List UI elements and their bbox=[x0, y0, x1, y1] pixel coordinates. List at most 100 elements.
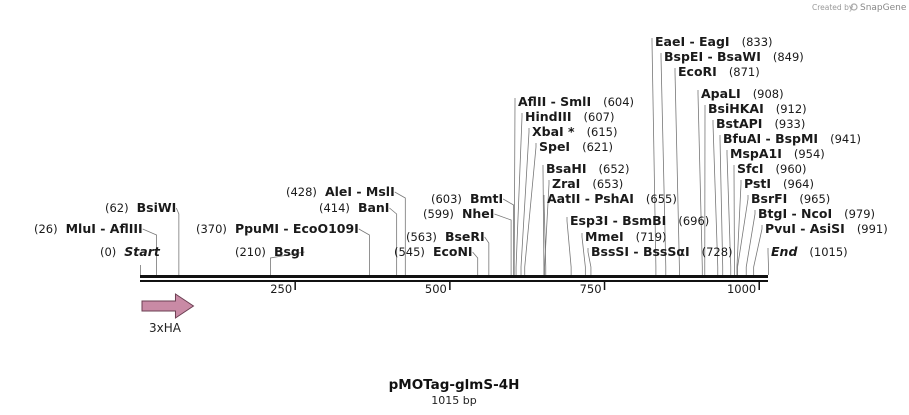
site-position: (0) bbox=[100, 245, 116, 259]
site-name: BssSI - BssSαI bbox=[591, 244, 690, 259]
site-position: (621) bbox=[582, 140, 613, 154]
site-position: (912) bbox=[776, 102, 807, 116]
site-label[interactable]: BsiHKAI (912) bbox=[708, 101, 807, 116]
site-name: AleI - MslI bbox=[325, 184, 395, 199]
site-label[interactable]: (26) MluI - AflIII bbox=[34, 221, 143, 236]
site-name: PstI bbox=[744, 176, 771, 191]
site-label[interactable]: HindIII (607) bbox=[525, 109, 614, 124]
site-leader-line bbox=[566, 217, 572, 275]
plasmid-length: 1015 bp bbox=[431, 394, 476, 407]
site-label[interactable]: (563) BseRI bbox=[406, 229, 485, 244]
site-name: BstAPI bbox=[716, 116, 762, 131]
site-label[interactable]: BfuAI - BspMI (941) bbox=[723, 131, 861, 146]
site-leader-line bbox=[712, 120, 719, 275]
site-label[interactable]: MmeI (719) bbox=[585, 229, 667, 244]
site-label[interactable]: EaeI - EagI (833) bbox=[655, 34, 773, 49]
site-label[interactable]: BtgI - NcoI (979) bbox=[758, 206, 875, 221]
site-name: EcoNI bbox=[433, 244, 473, 259]
site-position: (615) bbox=[587, 125, 618, 139]
site-name: NheI bbox=[462, 206, 495, 221]
site-position: (414) bbox=[319, 201, 350, 215]
site-name: ZraI bbox=[552, 176, 580, 191]
site-leader-line bbox=[542, 165, 545, 275]
site-name: BsgI bbox=[274, 244, 305, 259]
site-label[interactable]: (0) Start bbox=[100, 244, 161, 259]
site-name: MluI - AflIII bbox=[66, 221, 143, 236]
site-leaders bbox=[140, 38, 769, 275]
ruler-tick-label: 1000 bbox=[727, 282, 756, 296]
site-position: (719) bbox=[636, 230, 667, 244]
site-label[interactable]: AatII - PshAI (655) bbox=[547, 191, 677, 206]
site-name: BsiHKAI bbox=[708, 101, 764, 116]
site-position: (833) bbox=[742, 35, 773, 49]
site-leader-line bbox=[515, 113, 523, 275]
site-label[interactable]: (428) AleI - MslI bbox=[286, 184, 395, 199]
site-name: HindIII bbox=[525, 109, 572, 124]
site-label[interactable]: SpeI (621) bbox=[539, 139, 613, 154]
feature-arrow-3xha[interactable] bbox=[141, 293, 195, 319]
site-label[interactable]: Esp3I - BsmBI (696) bbox=[570, 213, 709, 228]
site-name: PpuMI - EcoO109I bbox=[235, 221, 359, 236]
site-leader-line bbox=[651, 38, 657, 275]
site-name: SfcI bbox=[737, 161, 764, 176]
site-label[interactable]: ApaLI (908) bbox=[701, 86, 784, 101]
credit-brand: SnapGene bbox=[860, 3, 907, 13]
site-name: Start bbox=[124, 244, 161, 259]
site-label[interactable]: XbaI * (615) bbox=[532, 124, 618, 139]
site-name: BsiWI bbox=[137, 200, 177, 215]
site-label[interactable]: BsrFI (965) bbox=[751, 191, 830, 206]
site-label[interactable]: BspEI - BsaWI (849) bbox=[664, 49, 804, 64]
site-label[interactable]: SfcI (960) bbox=[737, 161, 806, 176]
site-name: ApaLI bbox=[701, 86, 741, 101]
site-leader-line bbox=[389, 207, 398, 275]
site-name: MmeI bbox=[585, 229, 624, 244]
site-label[interactable]: (603) BmtI bbox=[431, 191, 503, 206]
site-label[interactable]: End (1015) bbox=[771, 244, 848, 259]
site-label[interactable]: (62) BsiWI bbox=[105, 200, 176, 215]
site-label[interactable]: ZraI (653) bbox=[552, 176, 623, 191]
site-leader-line bbox=[494, 213, 512, 275]
site-position: (849) bbox=[773, 50, 804, 64]
site-position: (991) bbox=[857, 222, 888, 236]
site-label[interactable]: PstI (964) bbox=[744, 176, 814, 191]
site-label[interactable]: (370) PpuMI - EcoO109I bbox=[196, 221, 359, 236]
site-label[interactable]: BstAPI (933) bbox=[716, 116, 805, 131]
site-name: BsrFI bbox=[751, 191, 787, 206]
site-label[interactable]: BsaHI (652) bbox=[546, 161, 629, 176]
site-label[interactable]: (210) BsgI bbox=[235, 244, 305, 259]
site-position: (960) bbox=[776, 162, 807, 176]
site-label[interactable]: EcoRI (871) bbox=[678, 64, 760, 79]
site-label[interactable]: MspA1I (954) bbox=[730, 146, 825, 161]
site-position: (965) bbox=[799, 192, 830, 206]
site-position: (652) bbox=[599, 162, 630, 176]
site-position: (933) bbox=[774, 117, 805, 131]
site-label[interactable]: PvuI - AsiSI (991) bbox=[765, 221, 888, 236]
site-position: (1015) bbox=[809, 245, 847, 259]
snapgene-logo-icon bbox=[850, 3, 858, 11]
site-leader-line bbox=[543, 195, 547, 275]
credit-prefix: Created by bbox=[812, 3, 854, 12]
site-position: (603) bbox=[431, 192, 462, 206]
site-label[interactable]: AflII - SmlI (604) bbox=[518, 94, 634, 109]
site-position: (653) bbox=[592, 177, 623, 191]
site-position: (979) bbox=[844, 207, 875, 221]
site-position: (210) bbox=[235, 245, 266, 259]
site-position: (728) bbox=[702, 245, 733, 259]
site-position: (941) bbox=[830, 132, 861, 146]
site-label[interactable]: (414) BanI bbox=[319, 200, 389, 215]
site-label[interactable]: (545) EcoNI bbox=[394, 244, 473, 259]
site-name: BmtI bbox=[470, 191, 503, 206]
site-leader-line bbox=[472, 251, 479, 275]
site-name: AatII - PshAI bbox=[547, 191, 634, 206]
site-leader-line bbox=[767, 248, 769, 275]
site-label[interactable]: (599) NheI bbox=[423, 206, 494, 221]
site-name: BfuAI - BspMI bbox=[723, 131, 818, 146]
site-name: AflII - SmlI bbox=[518, 94, 591, 109]
site-position: (428) bbox=[286, 185, 317, 199]
ruler-tick-label: 250 bbox=[270, 282, 292, 296]
site-position: (954) bbox=[794, 147, 825, 161]
site-position: (655) bbox=[646, 192, 677, 206]
site-position: (607) bbox=[584, 110, 615, 124]
site-label[interactable]: BssSI - BssSαI (728) bbox=[591, 244, 733, 259]
